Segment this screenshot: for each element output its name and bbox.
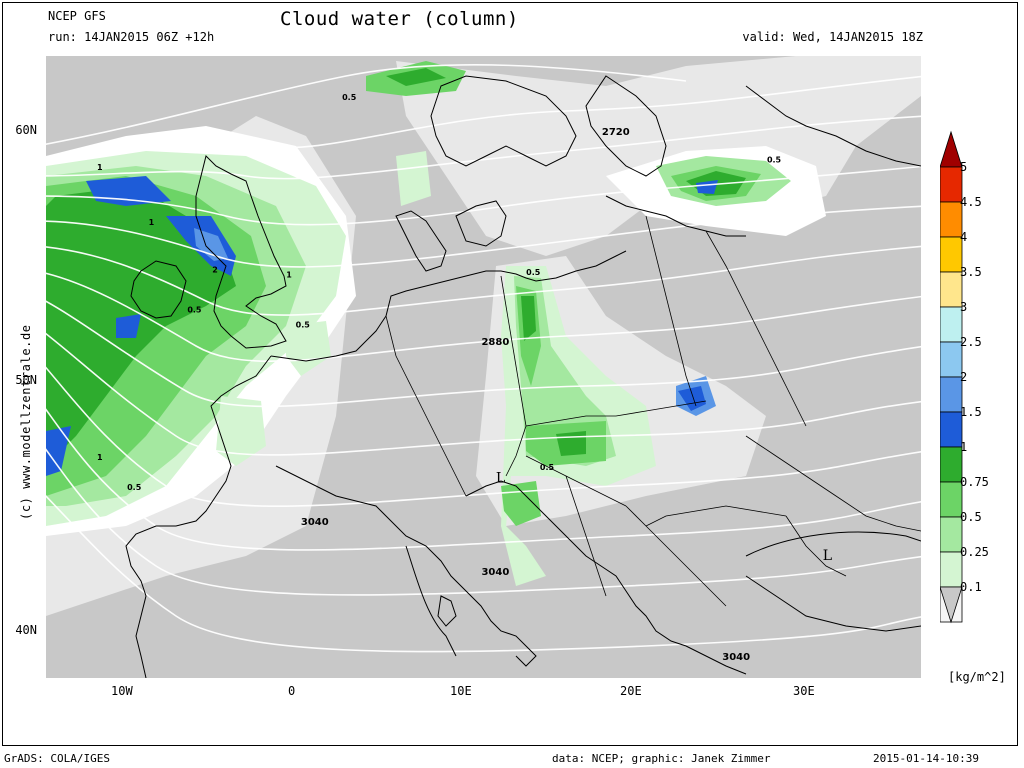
contour-label: 1	[97, 453, 103, 462]
colorbar-bottom-arrow	[940, 586, 963, 624]
lon-label-30e: 30E	[793, 684, 815, 698]
colorbar-level-label: 4	[960, 230, 968, 244]
lat-label-40n: 40N	[15, 623, 37, 637]
colorbar-level-label: 2	[960, 370, 968, 384]
colorbar-level-label: 2.5	[960, 335, 982, 349]
country-borders	[385, 215, 921, 607]
contour-label: 0.5	[127, 483, 142, 492]
lon-label-20e: 20E	[620, 684, 642, 698]
lat-label-60n: 60N	[15, 123, 37, 137]
contour-label: 1	[97, 163, 103, 172]
colorbar-level-label: 1.5	[960, 405, 982, 419]
colorbar-swatch	[940, 201, 963, 238]
valid-time: valid: Wed, 14JAN2015 18Z	[742, 30, 923, 44]
colorbar	[940, 130, 963, 624]
run-info: run: 14JAN2015 06Z +12h	[48, 30, 215, 44]
colorbar-swatch	[940, 166, 963, 203]
legend-unit: [kg/m^2]	[948, 670, 1006, 684]
colorbar-swatch	[940, 236, 963, 273]
contour-label: 2720	[602, 127, 630, 138]
lon-label-10e: 10E	[450, 684, 472, 698]
lon-label-0: 0	[288, 684, 296, 698]
colorbar-level-label: 5	[960, 160, 968, 174]
colorbar-swatch	[940, 411, 963, 448]
colorbar-top-arrow	[940, 130, 963, 168]
colorbar-swatch	[940, 341, 963, 378]
lon-label-10w: 10W	[111, 684, 133, 698]
colorbar-swatch	[940, 481, 963, 518]
colorbar-level-label: 0.1	[960, 580, 982, 594]
footer-grads: GrADS: COLA/IGES	[4, 752, 110, 765]
colorbar-swatch	[940, 271, 963, 308]
low-pressure-marker: L	[823, 548, 832, 564]
footer-credit: data: NCEP; graphic: Janek Zimmer	[552, 752, 771, 765]
watermark: (c) www.modellzentrale.de	[19, 324, 33, 520]
contour-label: 1	[149, 218, 155, 227]
contour-label: 2880	[481, 337, 509, 348]
colorbar-level-label: 3.5	[960, 265, 982, 279]
contour-label: 0.5	[526, 268, 541, 277]
colorbar-swatch	[940, 551, 963, 588]
map-title: Cloud water (column)	[280, 8, 519, 30]
contour-label: 1	[286, 271, 292, 280]
colorbar-level-label: 3	[960, 300, 968, 314]
geopotential-isolines	[46, 64, 921, 653]
contour-label: 3040	[301, 517, 329, 528]
colorbar-swatch	[940, 516, 963, 553]
cloud-water-map: 2720 2880 3040 3040 3040 1 1 1 1 2 0.5 0.5 0.5 0.5 0.5…	[46, 56, 921, 678]
colorbar-swatch	[940, 306, 963, 343]
colorbar-swatch	[940, 376, 963, 413]
model-name: NCEP GFS	[48, 9, 106, 23]
colorbar-level-label: 0.25	[960, 545, 989, 559]
colorbar-level-label: 0.5	[960, 510, 982, 524]
low-pressure-marker: L	[496, 471, 505, 487]
contour-label: 2	[212, 266, 218, 275]
plot-frame	[2, 2, 1018, 746]
contour-label: 0.5	[187, 306, 202, 315]
contour-label: 3040	[481, 567, 509, 578]
contour-label: 0.5	[767, 156, 782, 165]
contour-label: 0.5	[540, 463, 555, 472]
colorbar-level-label: 0.75	[960, 475, 989, 489]
colorbar-level-label: 4.5	[960, 195, 982, 209]
coastlines	[125, 75, 921, 678]
colorbar-level-label: 1	[960, 440, 968, 454]
contour-label: 0.5	[296, 321, 311, 330]
footer-timestamp: 2015-01-14-10:39	[873, 752, 979, 765]
colorbar-swatch	[940, 446, 963, 483]
contour-label: 3040	[722, 652, 750, 663]
lat-label-50n: 50N	[15, 373, 37, 387]
contour-label: 0.5	[342, 93, 357, 102]
cloud-field	[46, 56, 921, 616]
